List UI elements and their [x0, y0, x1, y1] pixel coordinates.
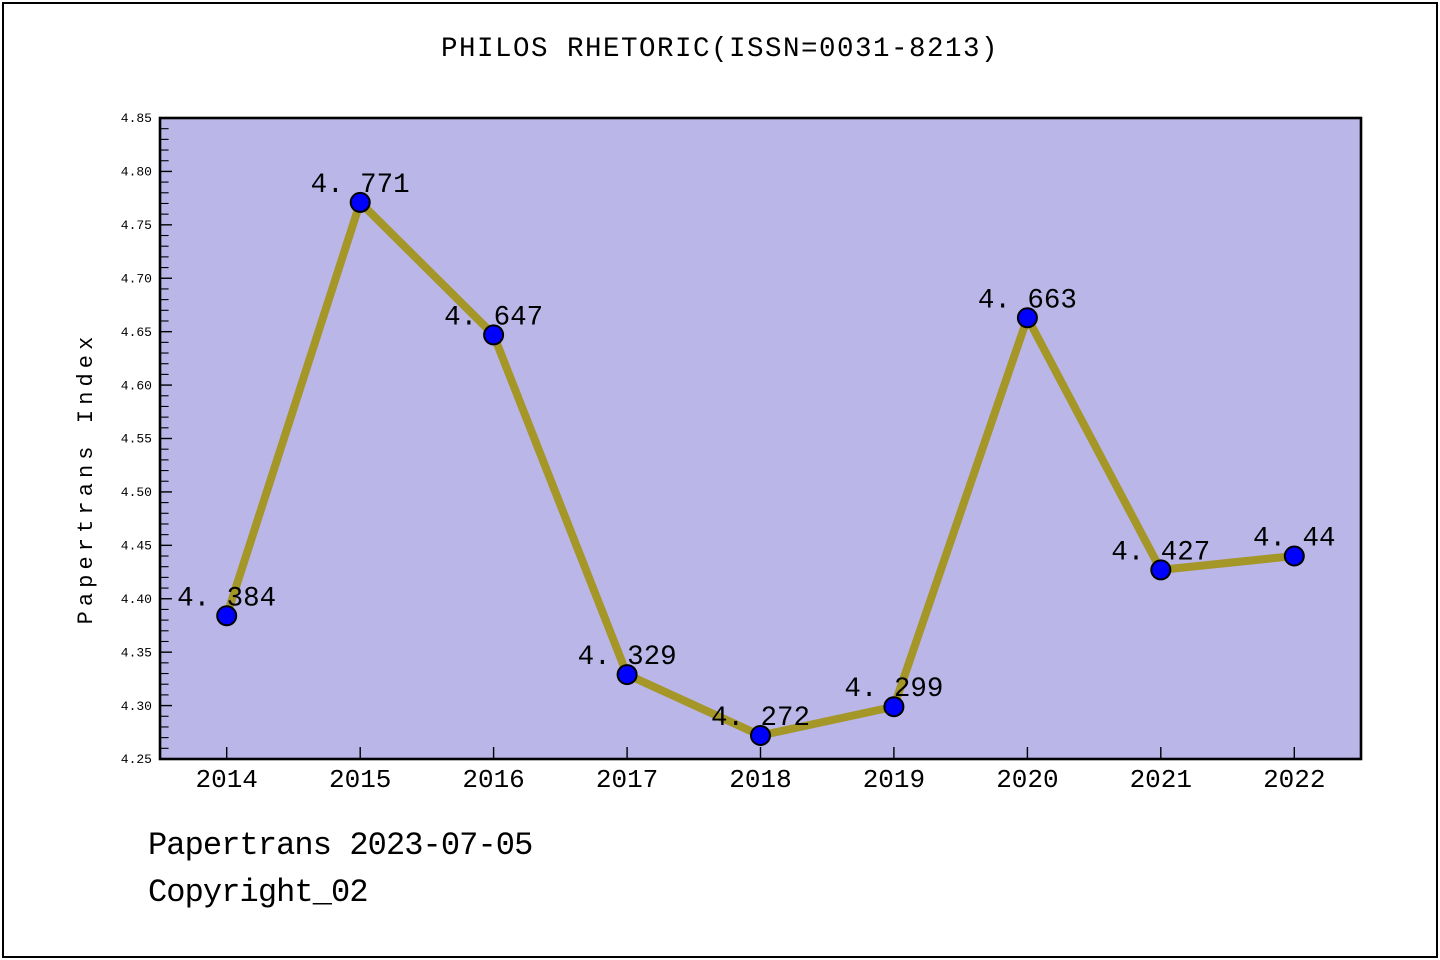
svg-text:4.70: 4.70	[121, 271, 152, 286]
svg-text:4.55: 4.55	[121, 432, 152, 447]
svg-text:4.40: 4.40	[121, 592, 152, 607]
svg-text:2016: 2016	[462, 765, 524, 795]
svg-text:2018: 2018	[729, 765, 791, 795]
svg-text:4.75: 4.75	[121, 218, 152, 233]
svg-text:2021: 2021	[1130, 765, 1192, 795]
svg-text:4.50: 4.50	[121, 485, 152, 500]
svg-text:2015: 2015	[329, 765, 391, 795]
svg-text:4.60: 4.60	[121, 378, 152, 393]
svg-text:2020: 2020	[996, 765, 1058, 795]
svg-text:2019: 2019	[863, 765, 925, 795]
svg-text:4.25: 4.25	[121, 752, 152, 767]
svg-text:2022: 2022	[1263, 765, 1325, 795]
svg-text:4.80: 4.80	[121, 165, 152, 180]
svg-text:4.85: 4.85	[121, 111, 152, 126]
svg-text:4.35: 4.35	[121, 645, 152, 660]
svg-text:4.65: 4.65	[121, 325, 152, 340]
svg-text:2014: 2014	[195, 765, 257, 795]
svg-text:2017: 2017	[596, 765, 658, 795]
svg-text:4.30: 4.30	[121, 699, 152, 714]
svg-text:4.45: 4.45	[121, 539, 152, 554]
